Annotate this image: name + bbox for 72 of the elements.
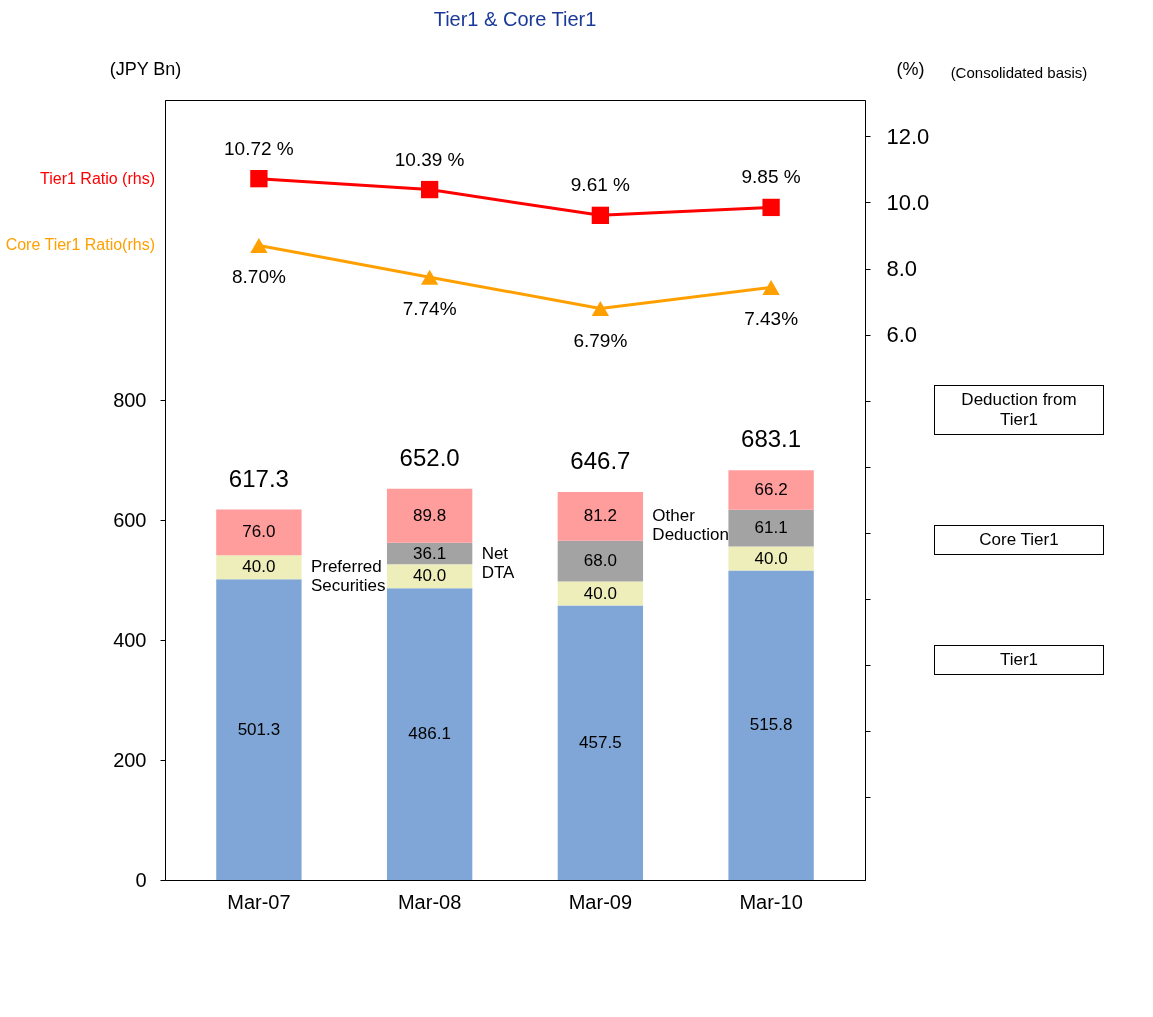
text: Tier1: [934, 645, 1104, 675]
data-label: 40.0: [583, 583, 617, 603]
point: [762, 279, 780, 295]
bar: [386, 488, 473, 543]
y-tick-label: 600: [113, 508, 147, 531]
text: Core Tier1: [934, 525, 1104, 555]
data-label: 8.70%: [231, 266, 286, 288]
bar: [728, 570, 814, 880]
data-label: 7.43%: [744, 308, 799, 330]
point: [591, 301, 610, 317]
data-label: 486.1: [408, 724, 451, 744]
point: [762, 198, 780, 217]
text: Deduction from Tier1: [934, 385, 1104, 435]
data-label: 36.1: [413, 543, 447, 563]
series-label: Other Deduction: [652, 506, 729, 545]
y2-tick-label: 6.0: [886, 322, 918, 348]
point: [420, 269, 439, 285]
total-label: 683.1: [741, 425, 802, 453]
data-label: 89.8: [413, 505, 447, 525]
text: Tier1 Ratio (rhs): [40, 169, 155, 187]
y-axis-title: (JPY Bn): [109, 58, 182, 79]
data-label: 66.2: [754, 480, 788, 499]
x-tick-label: Mar-08: [397, 890, 462, 913]
series-label: Preferred Securities: [310, 557, 386, 596]
bar: [216, 555, 302, 580]
y2-tick-label: 12.0: [886, 123, 930, 149]
data-label: 40.0: [754, 548, 788, 568]
data-label: 501.3: [237, 719, 281, 739]
point: [591, 206, 610, 225]
bar: [386, 588, 473, 880]
data-label: 61.1: [754, 518, 788, 538]
data-label: 9.61 %: [570, 174, 631, 196]
y-tick-label: 400: [113, 628, 147, 651]
y-tick-label: 200: [113, 748, 147, 771]
series-label: Net DTA: [481, 543, 516, 582]
data-label: 9.85 %: [741, 166, 801, 188]
data-label: 10.39 %: [394, 148, 465, 170]
point: [250, 237, 268, 253]
y2-tick-label: 10.0: [886, 189, 930, 215]
text: Core Tier1 Ratio(rhs): [5, 236, 155, 254]
data-label: 7.74%: [402, 298, 457, 320]
total-label: 617.3: [228, 464, 289, 492]
bar: [728, 546, 814, 571]
bar: [557, 605, 644, 880]
data-label: 6.79%: [573, 329, 628, 351]
x-tick-label: Mar-07: [227, 890, 291, 913]
chart-title: Tier1 & Core Tier1: [433, 8, 597, 30]
data-label: 457.5: [579, 732, 622, 752]
y-tick-label: 0: [135, 868, 147, 891]
y2-axis-title: (%): [896, 58, 925, 79]
point: [420, 180, 439, 199]
bar: [728, 470, 814, 510]
data-label: 40.0: [413, 566, 447, 586]
bar: [216, 579, 302, 880]
data-label: 10.72 %: [224, 137, 294, 159]
x-tick-label: Mar-09: [568, 890, 633, 913]
data-label: 76.0: [242, 522, 276, 542]
y2-tick-label: 8.0: [886, 256, 918, 282]
x-tick-label: Mar-10: [739, 890, 803, 913]
point: [250, 170, 268, 188]
bar: [557, 540, 644, 582]
bar: [557, 491, 644, 541]
data-label: 40.0: [242, 557, 276, 577]
data-label: 81.2: [583, 506, 617, 526]
bar: [216, 509, 302, 556]
data-label: 515.8: [749, 715, 793, 735]
total-label: 646.7: [570, 446, 631, 474]
data-label: 68.0: [583, 551, 617, 571]
bar: [728, 509, 814, 547]
y-tick-label: 800: [113, 388, 147, 411]
total-label: 652.0: [399, 443, 460, 471]
text: (Consolidated basis): [934, 60, 1104, 85]
